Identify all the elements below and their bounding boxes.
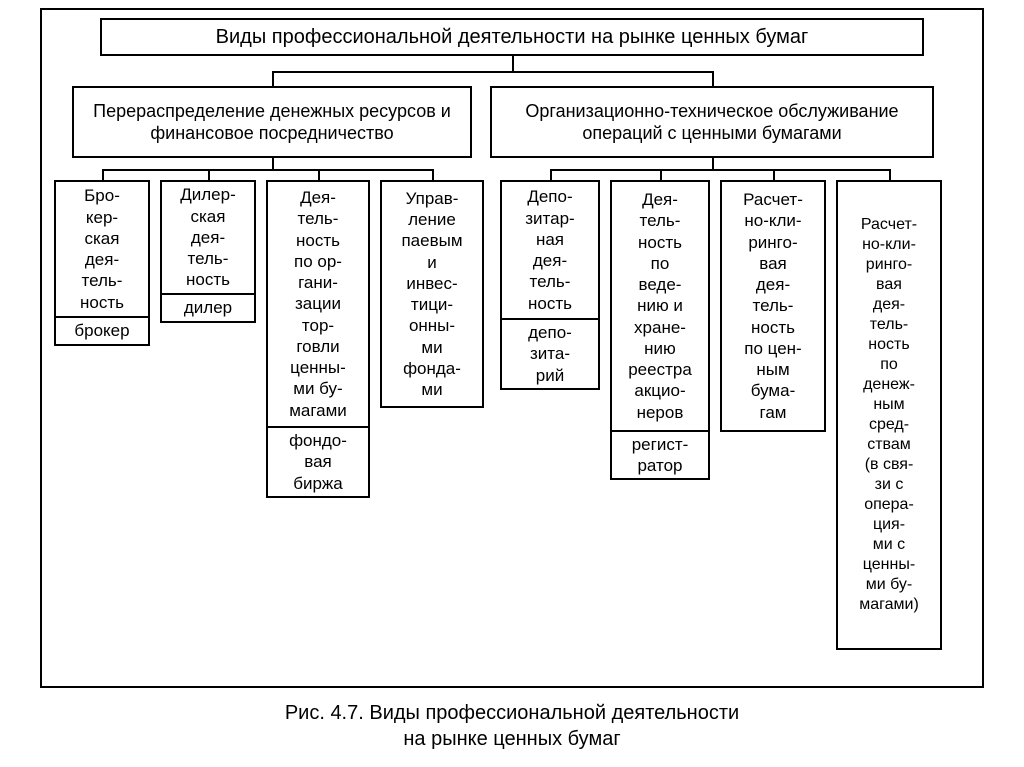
leaf-activity: Расчет- но-кли- ринго- вая дея- тель- но… [836,180,942,650]
leaf-activity: Управ- ление паевым и инвес- тици- онны-… [380,180,484,408]
figure-caption: Рис. 4.7. Виды профессиональной деятельн… [0,700,1024,752]
branch-node-right: Организационно-техническое обслуживание … [490,86,934,158]
branch-label: Организационно-техническое обслуживание … [498,100,926,145]
branch-label: Перераспределение денежных ресурсов и фи… [80,100,464,145]
leaf-agent: брокер [54,316,150,346]
leaf-activity: Дея- тель- ность по ор- гани- зации тор-… [266,180,370,428]
leaf-activity: Дея- тель- ность по веде- нию и хране- н… [610,180,710,432]
root-node: Виды профессиональной деятельности на ры… [100,18,924,56]
leaf-activity: Бро- кер- ская дея- тель- ность [54,180,150,318]
leaf-agent: фондо- вая биржа [266,426,370,498]
leaf-agent: депо- зита- рий [500,318,600,390]
root-label: Виды профессиональной деятельности на ры… [216,25,809,50]
caption-text: Рис. 4.7. Виды профессиональной деятельн… [285,702,739,750]
branch-node-left: Перераспределение денежных ресурсов и фи… [72,86,472,158]
leaf-agent: регист- ратор [610,430,710,480]
leaf-agent: дилер [160,293,256,323]
leaf-activity: Дилер- ская дея- тель- ность [160,180,256,295]
leaf-activity: Депо- зитар- ная дея- тель- ность [500,180,600,320]
leaf-activity: Расчет- но-кли- ринго- вая дея- тель- но… [720,180,826,432]
